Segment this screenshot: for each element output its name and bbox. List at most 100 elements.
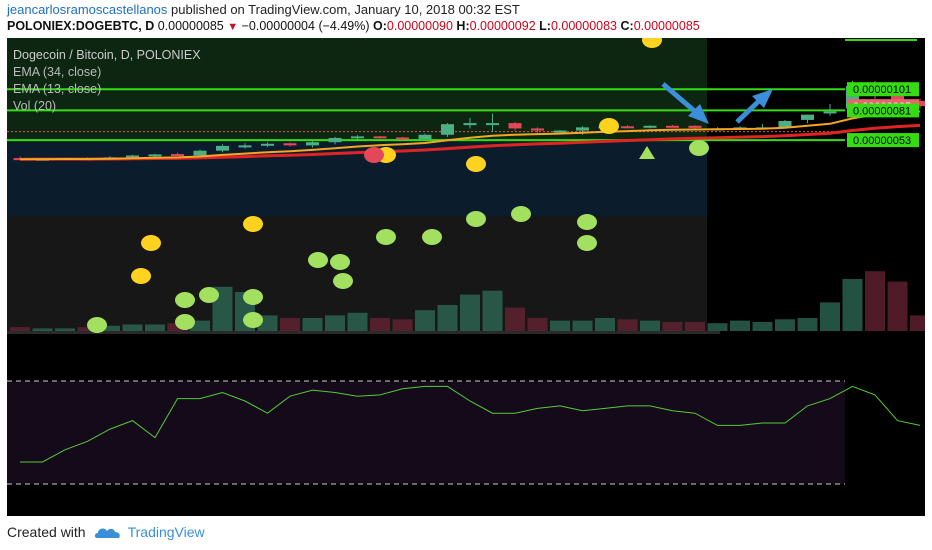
volume-bar bbox=[887, 281, 908, 331]
volume-bar bbox=[122, 324, 143, 331]
volume-bar bbox=[32, 328, 53, 331]
candle-body bbox=[463, 123, 477, 126]
candle bbox=[328, 136, 342, 145]
candle bbox=[643, 125, 657, 129]
tradingview-link[interactable]: TradingView bbox=[127, 524, 205, 540]
volume-bar bbox=[505, 307, 525, 331]
volume-bar bbox=[662, 321, 683, 331]
footer: Created with TradingView bbox=[7, 524, 205, 542]
candle-body bbox=[126, 155, 139, 158]
price-chart[interactable]: 0.000001010.000000850.000000810.00000053… bbox=[7, 38, 925, 516]
volume-bar bbox=[640, 320, 660, 331]
candle bbox=[553, 130, 567, 133]
candle bbox=[508, 122, 522, 131]
signal-marker-green bbox=[511, 206, 531, 222]
volume-bar bbox=[482, 290, 503, 331]
signal-marker-green bbox=[330, 254, 350, 270]
close-label: C: bbox=[620, 19, 634, 33]
volume-bar bbox=[707, 323, 728, 331]
up-arrow-icon bbox=[735, 89, 773, 124]
price-label-text: 0.00000101 bbox=[853, 84, 911, 96]
price-label-text: 0.00000053 bbox=[853, 135, 911, 147]
candle-body bbox=[351, 136, 364, 139]
candle-body bbox=[171, 154, 184, 157]
volume-bar bbox=[527, 318, 548, 331]
candle bbox=[621, 125, 634, 129]
volume-bar bbox=[325, 315, 345, 331]
candle-body bbox=[441, 124, 454, 135]
low-label: L: bbox=[539, 19, 551, 33]
signal-marker-green bbox=[577, 235, 597, 251]
oscillator-line bbox=[20, 385, 921, 463]
volume-bar bbox=[392, 319, 413, 331]
open-value: 0.00000090 bbox=[386, 19, 453, 33]
candle-body bbox=[553, 130, 567, 133]
volume-bar bbox=[347, 312, 368, 331]
candle-body bbox=[216, 145, 229, 151]
volume-bar bbox=[55, 328, 75, 331]
signal-marker-yellow bbox=[642, 38, 662, 48]
candle-body bbox=[396, 137, 409, 140]
candle bbox=[666, 125, 679, 128]
signal-marker-green bbox=[243, 289, 263, 305]
volume-bar bbox=[685, 321, 705, 331]
candle bbox=[801, 114, 814, 124]
high-label: H: bbox=[456, 19, 470, 33]
price-label-text: 0.00000081 bbox=[853, 105, 911, 117]
signal-marker-green bbox=[466, 211, 486, 227]
price-label-box bbox=[847, 82, 919, 97]
high-value: 0.00000092 bbox=[469, 19, 536, 33]
candle bbox=[261, 142, 274, 147]
volume-bar bbox=[617, 319, 638, 331]
buy-triangle-marker bbox=[639, 146, 655, 159]
candle-body bbox=[576, 127, 589, 131]
price-axis-label: 0.00000101 bbox=[847, 82, 919, 97]
candle bbox=[441, 123, 454, 137]
signal-marker-green bbox=[199, 287, 219, 303]
publication-line: jeancarlosramoscastellanos published on … bbox=[7, 2, 520, 17]
candle-body bbox=[283, 143, 297, 146]
last-price: 0.00000085 bbox=[157, 19, 224, 33]
volume-bar bbox=[77, 327, 98, 331]
candle bbox=[216, 144, 229, 153]
candle-body bbox=[418, 134, 432, 140]
volume-bar bbox=[910, 315, 925, 331]
candle-body bbox=[621, 126, 634, 129]
candle bbox=[486, 113, 499, 132]
author-link[interactable]: jeancarlosramoscastellanos bbox=[7, 2, 168, 17]
signal-marker-green bbox=[333, 273, 353, 289]
volume-bar bbox=[865, 271, 885, 331]
candle-body bbox=[666, 125, 679, 128]
signal-marker-green bbox=[689, 140, 709, 156]
volume-bar bbox=[145, 324, 165, 331]
candle-body bbox=[688, 125, 702, 128]
legend-title: Dogecoin / Bitcoin, D, POLONIEX bbox=[13, 48, 201, 62]
candle-body bbox=[913, 100, 925, 107]
volume-bar bbox=[280, 318, 300, 331]
candle bbox=[823, 104, 837, 116]
published-text: published on TradingView.com, January 10… bbox=[171, 2, 520, 17]
down-arrow-icon bbox=[661, 82, 709, 124]
symbol-label: POLONIEX:DOGEBTC, D bbox=[7, 19, 155, 33]
volume-bar bbox=[370, 318, 390, 331]
candle-body bbox=[823, 111, 837, 114]
candle bbox=[148, 153, 162, 158]
open-label: O: bbox=[373, 19, 387, 33]
signal-marker-yellow bbox=[599, 118, 619, 134]
legend-ema-34: EMA (34, close) bbox=[13, 65, 101, 79]
quote-line: POLONIEX:DOGEBTC, D 0.00000085 ▼ −0.0000… bbox=[7, 19, 700, 33]
candle bbox=[396, 136, 409, 141]
volume-bar bbox=[730, 320, 750, 331]
price-change: −0.00000004 (−4.49%) bbox=[241, 19, 370, 33]
signal-marker-green bbox=[422, 229, 442, 245]
candle-body bbox=[261, 143, 274, 146]
price-label-box bbox=[847, 103, 919, 118]
volume-bar bbox=[10, 327, 30, 331]
volume-bar bbox=[190, 320, 210, 331]
candle bbox=[418, 133, 432, 142]
candle bbox=[283, 142, 297, 147]
volume-bar bbox=[820, 302, 840, 331]
legend-ema-13: EMA (13, close) bbox=[13, 82, 101, 96]
signal-marker-green bbox=[175, 292, 195, 308]
candle-body bbox=[373, 136, 387, 139]
